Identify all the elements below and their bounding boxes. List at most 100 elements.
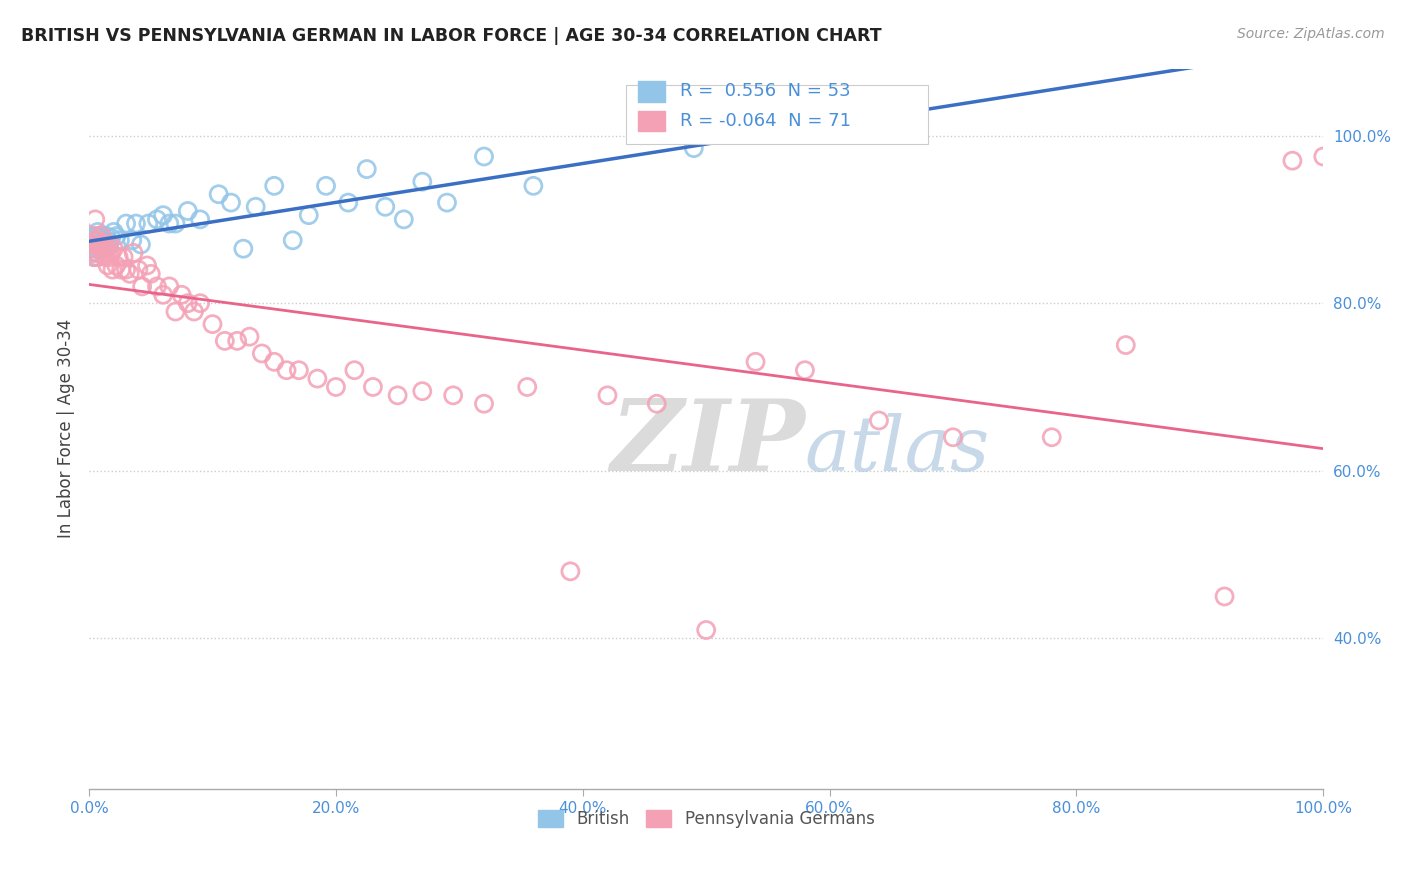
FancyBboxPatch shape xyxy=(638,111,665,131)
Point xyxy=(91,246,114,260)
Point xyxy=(91,233,114,247)
Point xyxy=(315,178,337,193)
Point xyxy=(263,355,285,369)
Point xyxy=(232,242,254,256)
Point xyxy=(1040,430,1063,444)
Point xyxy=(86,246,108,260)
Point xyxy=(108,233,131,247)
Point xyxy=(219,195,242,210)
Point xyxy=(83,250,105,264)
Point xyxy=(288,363,311,377)
Point xyxy=(208,187,231,202)
Point xyxy=(157,217,180,231)
Point xyxy=(86,233,108,247)
Point xyxy=(82,237,104,252)
Point xyxy=(1281,153,1303,168)
Point xyxy=(472,397,495,411)
Point xyxy=(82,237,104,252)
Point xyxy=(93,237,115,252)
Point xyxy=(86,250,108,264)
Point xyxy=(89,237,111,252)
Text: R =  0.556  N = 53: R = 0.556 N = 53 xyxy=(681,82,851,101)
Point xyxy=(436,195,458,210)
Point xyxy=(86,233,108,247)
Point xyxy=(84,242,107,256)
Point xyxy=(115,262,138,277)
Point xyxy=(522,178,544,193)
Point xyxy=(188,212,211,227)
Point xyxy=(361,380,384,394)
Point xyxy=(136,217,159,231)
Point xyxy=(90,242,112,256)
Point xyxy=(146,212,169,227)
Point xyxy=(84,229,107,244)
Point xyxy=(188,296,211,310)
Point xyxy=(276,363,298,377)
Point xyxy=(238,329,260,343)
Point xyxy=(793,363,815,377)
Point xyxy=(90,242,112,256)
Point xyxy=(472,149,495,163)
Point xyxy=(152,208,174,222)
Point xyxy=(90,229,112,244)
Text: R = -0.064  N = 71: R = -0.064 N = 71 xyxy=(681,112,851,130)
Point xyxy=(682,141,704,155)
Point xyxy=(356,162,378,177)
Point xyxy=(83,250,105,264)
Point xyxy=(112,250,135,264)
Point xyxy=(177,296,200,310)
Point xyxy=(868,413,890,427)
Point xyxy=(105,229,128,244)
Point xyxy=(214,334,236,348)
Point xyxy=(170,287,193,301)
Point xyxy=(146,279,169,293)
Point xyxy=(86,237,108,252)
Point xyxy=(307,371,329,385)
Point xyxy=(100,246,122,260)
Point xyxy=(121,233,143,247)
Text: Source: ZipAtlas.com: Source: ZipAtlas.com xyxy=(1237,27,1385,41)
Point xyxy=(105,259,128,273)
Point xyxy=(136,259,159,273)
Point xyxy=(125,217,148,231)
Point xyxy=(89,237,111,252)
Point xyxy=(1213,590,1236,604)
Point xyxy=(139,267,162,281)
Point xyxy=(98,250,121,264)
Legend: British, Pennsylvania Germans: British, Pennsylvania Germans xyxy=(531,804,882,835)
Y-axis label: In Labor Force | Age 30-34: In Labor Force | Age 30-34 xyxy=(58,319,75,539)
Point xyxy=(263,178,285,193)
Point xyxy=(201,317,224,331)
Point xyxy=(115,217,138,231)
Point xyxy=(96,242,118,256)
Point xyxy=(118,267,141,281)
Point xyxy=(744,355,766,369)
Point xyxy=(411,175,433,189)
Point xyxy=(97,237,120,252)
Point xyxy=(87,229,110,244)
Point xyxy=(90,229,112,244)
FancyBboxPatch shape xyxy=(626,85,928,145)
Point xyxy=(1115,338,1137,352)
Point xyxy=(94,250,117,264)
Point xyxy=(152,287,174,301)
Point xyxy=(245,200,267,214)
Point xyxy=(343,363,366,377)
Point xyxy=(337,195,360,210)
Point xyxy=(596,388,619,402)
Point xyxy=(129,237,152,252)
FancyBboxPatch shape xyxy=(638,81,665,102)
Point xyxy=(226,334,249,348)
Point xyxy=(97,259,120,273)
Point xyxy=(86,225,108,239)
Point xyxy=(127,262,149,277)
Point xyxy=(645,397,668,411)
Point xyxy=(87,233,110,247)
Point xyxy=(107,250,129,264)
Point xyxy=(101,262,124,277)
Point xyxy=(86,246,108,260)
Point xyxy=(392,212,415,227)
Point xyxy=(177,204,200,219)
Point xyxy=(165,217,187,231)
Point xyxy=(942,430,965,444)
